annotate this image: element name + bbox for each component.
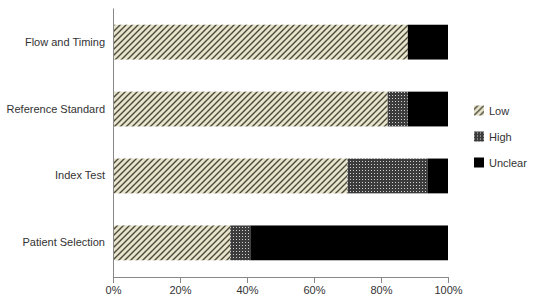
legend-swatch <box>474 132 484 142</box>
tick-mark <box>247 277 248 283</box>
tick-label: Index Test <box>55 169 105 181</box>
bar <box>113 92 388 127</box>
tick-label: 60% <box>303 284 325 296</box>
bar <box>348 159 428 194</box>
bar <box>408 25 448 60</box>
chart: 0% 20% 40% 60% 80% 100% Flow and Timing Referen… <box>0 0 537 305</box>
tick: 80% <box>370 277 392 296</box>
legend-item: Unclear <box>474 157 527 169</box>
plot: 0% 20% 40% 60% 80% 100% Flow and Timing Referen… <box>7 9 463 296</box>
legend: Low High Unclear <box>474 105 527 169</box>
tick: Flow and Timing <box>25 36 105 48</box>
legend-swatch <box>474 158 484 168</box>
tick-label: Patient Selection <box>22 236 105 248</box>
tick-label: 20% <box>169 284 191 296</box>
tick: Reference Standard <box>7 103 105 115</box>
category-axis: Flow and Timing Reference Standard Index T… <box>7 9 114 278</box>
tick-label: 40% <box>236 284 258 296</box>
tick: 20% <box>169 277 191 296</box>
bar <box>113 159 348 194</box>
tick: 0% <box>106 277 122 296</box>
bar <box>113 25 408 60</box>
bar <box>113 225 230 260</box>
tick: Patient Selection <box>22 236 105 248</box>
tick-mark <box>381 277 382 283</box>
bar <box>408 92 448 127</box>
tick-mark <box>448 277 449 283</box>
axis-line <box>114 277 449 278</box>
legend-item: Low <box>474 105 509 117</box>
tick-mark <box>314 277 315 283</box>
legend-label: Unclear <box>489 157 527 169</box>
tick-label: Flow and Timing <box>25 36 105 48</box>
value-axis: 0% 20% 40% 60% 80% 100% <box>106 277 463 296</box>
tick: 40% <box>236 277 258 296</box>
bar <box>230 225 250 260</box>
bar <box>428 159 448 194</box>
bar <box>250 225 448 260</box>
tick-label: 80% <box>370 284 392 296</box>
tick: 100% <box>434 277 462 296</box>
bar <box>388 92 408 127</box>
axis-line <box>113 9 114 278</box>
tick-label: 0% <box>106 284 122 296</box>
legend-item: High <box>474 131 512 143</box>
tick-label: 100% <box>434 284 462 296</box>
tick-label: Reference Standard <box>7 103 105 115</box>
tick: 60% <box>303 277 325 296</box>
tick: Index Test <box>55 169 105 181</box>
tick-mark <box>180 277 181 283</box>
legend-label: Low <box>489 105 509 117</box>
legend-swatch <box>474 106 484 116</box>
tick-mark <box>113 277 114 283</box>
legend-label: High <box>489 131 512 143</box>
bars <box>113 25 448 261</box>
